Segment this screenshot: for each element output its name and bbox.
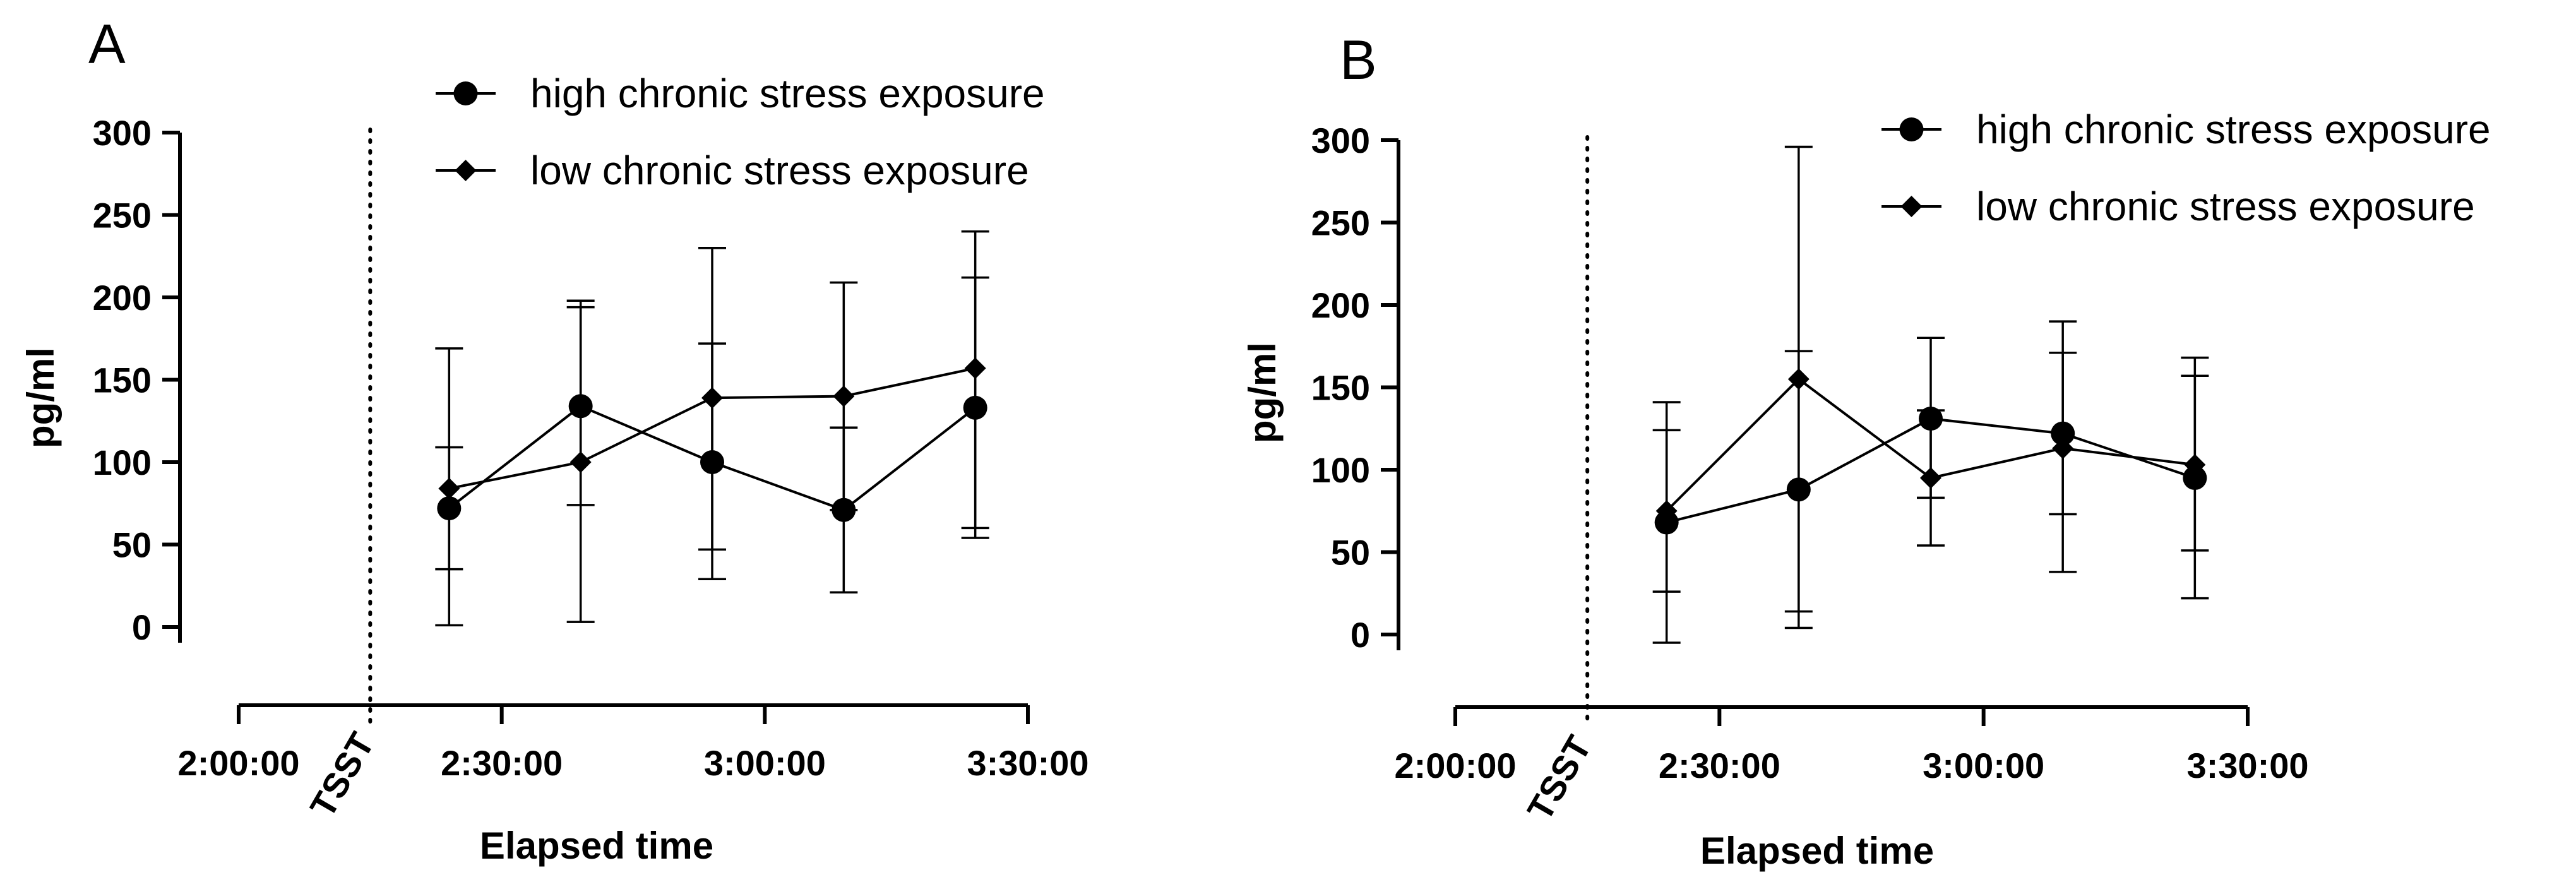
panel-a-legend-label: low chronic stress exposure bbox=[530, 148, 1029, 193]
panel-a-x-axis-label: Elapsed time bbox=[480, 825, 713, 867]
panel-a-point-diamond bbox=[964, 357, 986, 379]
panel-a-letter: A bbox=[88, 13, 126, 75]
panel-a-x-tick-label: 2:30:00 bbox=[441, 743, 563, 783]
panel-a-y-tick-label: 50 bbox=[112, 525, 152, 565]
panel-a-legend-diamond-icon bbox=[455, 160, 477, 181]
panel-b-legend: high chronic stress exposure low chronic … bbox=[1881, 107, 2491, 229]
panel-a-series-low bbox=[435, 230, 989, 627]
panel-b-point-diamond bbox=[2052, 438, 2074, 460]
panel-a-y-axis-label: pg/ml bbox=[20, 347, 62, 448]
panel-b-chart: B 0 50 100 150 200 250 300 pg/ml 2:00:00 2:30:00 3:… bbox=[1241, 28, 2491, 872]
panel-b-series-low bbox=[1652, 145, 2209, 613]
panel-b-letter: B bbox=[1340, 28, 1377, 91]
panel-b-legend-label: high chronic stress exposure bbox=[1976, 107, 2491, 152]
panel-a-y-tick-label: 200 bbox=[93, 278, 152, 318]
panel-b-y-tick-label: 200 bbox=[1311, 285, 1370, 325]
panel-b-tsst-label: TSST bbox=[1519, 729, 1599, 827]
panel-a-chart: A 0 50 100 150 200 250 300 pg/ml 2:00:00 2:30:00 3:… bbox=[20, 13, 1089, 867]
panel-b-x-tick-label: 2:00:00 bbox=[1394, 746, 1516, 785]
panel-b-point-diamond bbox=[1920, 467, 1941, 489]
panel-a-x-tick-label: 3:30:00 bbox=[967, 743, 1088, 783]
panel-b-y-tick-label: 100 bbox=[1311, 450, 1370, 490]
panel-a-point-diamond bbox=[569, 451, 592, 473]
panel-b-y-tick-label: 250 bbox=[1311, 203, 1370, 243]
panel-a-y-tick-label: 100 bbox=[93, 443, 152, 482]
panel-b-y-tick-label: 300 bbox=[1311, 121, 1370, 160]
panel-b-y-tick-label: 150 bbox=[1311, 368, 1370, 408]
panel-b-point-diamond bbox=[2184, 454, 2206, 476]
panel-a-point-diamond bbox=[701, 387, 723, 409]
panel-a-x-tick-label: 3:00:00 bbox=[704, 743, 826, 783]
panel-a-y-tick-label: 0 bbox=[132, 607, 152, 647]
panel-b-x-tick-label: 3:00:00 bbox=[1923, 746, 2044, 785]
panel-a-y-tick-label: 300 bbox=[93, 113, 152, 153]
panel-a-y-tick-label: 150 bbox=[93, 361, 152, 400]
panel-b-y-tick-label: 0 bbox=[1351, 615, 1370, 655]
panel-a-x-tick-label: 2:00:00 bbox=[177, 743, 299, 783]
panel-b-y-axis-label: pg/ml bbox=[1241, 342, 1284, 443]
panel-b-point-diamond bbox=[1655, 500, 1678, 522]
panel-b-legend-diamond-icon bbox=[1900, 196, 1923, 217]
panel-b-legend-label: low chronic stress exposure bbox=[1976, 184, 2475, 229]
panel-b-y-tick-label: 50 bbox=[1331, 533, 1370, 573]
panel-a-legend: high chronic stress exposure low chronic … bbox=[436, 71, 1045, 193]
panel-b-x-tick-label: 2:30:00 bbox=[1659, 746, 1780, 785]
panel-a-point-diamond bbox=[833, 385, 855, 407]
panel-a-tsst-label: TSST bbox=[302, 726, 382, 824]
panel-b-legend-circle-icon bbox=[1899, 117, 1924, 141]
panel-b-point-diamond bbox=[1787, 368, 1810, 390]
panel-a-legend-label: high chronic stress exposure bbox=[530, 71, 1045, 116]
panel-a-y-tick-label: 250 bbox=[93, 196, 152, 235]
panel-a-point-diamond bbox=[438, 477, 460, 499]
panel-a-legend-circle-icon bbox=[453, 81, 478, 105]
panel-b-x-axis-label: Elapsed time bbox=[1700, 830, 1934, 872]
panel-b-x-tick-label: 3:30:00 bbox=[2186, 746, 2308, 785]
